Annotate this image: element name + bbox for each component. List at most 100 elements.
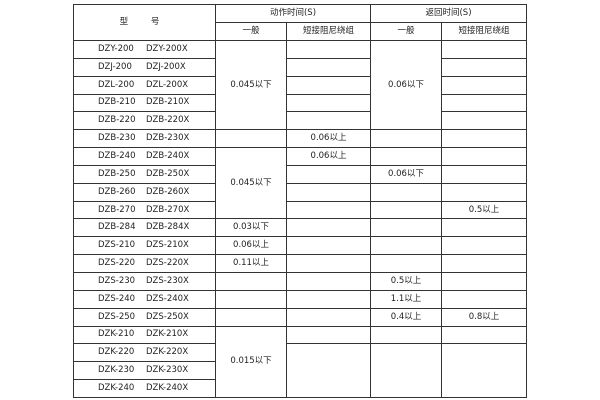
header-return-general: 一般 [370, 22, 442, 41]
empty-cell [370, 147, 442, 166]
empty-cell [286, 236, 371, 256]
model-cell: DZJ-200 DZJ-200X [73, 57, 216, 77]
model-cell: DZB-230 DZB-230X [73, 129, 216, 149]
model-name-x: DZB-230X [146, 133, 190, 144]
table-row: DZS-250 DZS-250X 0.4以上 0.8以上 [73, 307, 527, 327]
empty-cell [441, 254, 527, 273]
empty-cell [215, 289, 287, 309]
empty-cell [441, 289, 527, 309]
empty-cell [286, 57, 371, 77]
model-name: DZS-240 [98, 293, 136, 304]
value-cell: 0.06以上 [286, 129, 371, 149]
empty-cell [441, 218, 527, 238]
model-name: DZB-270 [98, 204, 136, 215]
model-name-x: DZS-250X [146, 311, 189, 322]
table-row: DZJ-200 DZJ-200X [73, 57, 527, 77]
table-row: DZS-220 DZS-220X 0.11以上 [73, 254, 527, 273]
model-name: DZK-230 [98, 365, 135, 376]
empty-cell [370, 236, 442, 256]
empty-cell [286, 40, 371, 59]
model-cell: DZY-200 DZY-200X [73, 40, 216, 59]
model-cell: DZB-270 DZB-270X [73, 200, 216, 220]
table-row: DZK-210 DZK-210X 0.015以下 [73, 325, 527, 398]
model-name: DZL-200 [98, 79, 135, 90]
value-cell: 0.06以下 [370, 39, 442, 131]
empty-cell [370, 129, 442, 149]
model-name-x: DZL-200X [146, 79, 189, 90]
table-row: DZY-200 DZY-200X 0.045以下 0.06以下 [73, 39, 527, 131]
empty-cell [286, 111, 371, 131]
empty-cell [441, 164, 527, 184]
model-cell: DZS-250 DZS-250X [73, 307, 216, 327]
empty-cell [370, 325, 442, 345]
value-cell: 0.015以下 [215, 325, 287, 398]
model-name: DZS-220 [98, 258, 136, 269]
empty-cell [441, 236, 527, 256]
model-name-x: DZB-220X [146, 115, 190, 126]
header-action-short: 短接阻尼绕组 [286, 22, 371, 41]
value-cell: 1.1以上 [370, 289, 442, 309]
value-cell: 0.8以上 [441, 307, 527, 327]
empty-cell [370, 200, 442, 220]
model-cell: DZK-210 DZK-210X [73, 325, 216, 345]
model-name: DZB-250 [98, 168, 136, 179]
table-row: DZL-200 DZL-200X [73, 75, 527, 95]
model-name: DZJ-200 [98, 61, 132, 72]
value-cell: 0.06以上 [286, 147, 371, 166]
value-cell: 0.06以下 [370, 164, 442, 184]
empty-cell [441, 182, 527, 202]
table-row: DZK-240 DZK-240X [73, 379, 527, 398]
empty-cell [370, 182, 442, 202]
model-name-x: DZB-210X [146, 97, 190, 108]
model-name-x: DZK-210X [146, 329, 189, 340]
table-row: DZB-270 DZB-270X 0.5以上 [73, 200, 527, 220]
header-action-general: 一般 [215, 22, 287, 41]
model-name: DZK-220 [98, 347, 135, 358]
empty-cell [441, 271, 527, 291]
empty-cell [286, 200, 371, 220]
model-cell: DZS-220 DZS-220X [73, 254, 216, 273]
empty-cell [441, 147, 527, 166]
model-name-x: DZK-220X [146, 347, 189, 358]
empty-cell [286, 289, 371, 309]
value-cell: 0.5以上 [441, 200, 527, 220]
model-name: DZB-210 [98, 97, 136, 108]
model-name: DZB-284 [98, 222, 136, 233]
model-name: DZS-230 [98, 275, 136, 286]
empty-cell [441, 75, 527, 95]
empty-cell [441, 325, 527, 345]
model-name-x: DZS-230X [146, 275, 189, 286]
relay-timing-table: 型 号 动作时间(S) 返回时间(S) 一般 短接阻尼绕组 一般 短接阻尼绕组 … [73, 4, 527, 398]
table-row: DZS-230 DZS-230X 0.5以上 [73, 271, 527, 291]
value-cell: 0.11以上 [215, 254, 287, 273]
model-name-x: DZK-230X [146, 365, 189, 376]
model-cell: DZB-284 DZB-284X [73, 218, 216, 238]
value-cell: 0.5以上 [370, 271, 442, 291]
model-cell: DZK-220 DZK-220X [73, 343, 216, 363]
model-cell: DZB-240 DZB-240X [73, 147, 216, 166]
model-name-x: DZJ-200X [146, 61, 186, 72]
empty-cell [441, 40, 527, 59]
empty-cell [370, 218, 442, 238]
model-name: DZS-210 [98, 240, 136, 251]
model-name: DZB-230 [98, 133, 136, 144]
empty-cell [215, 307, 287, 327]
empty-cell [370, 254, 442, 273]
model-name-x: DZS-220X [146, 258, 189, 269]
header-return-short: 短接阻尼绕组 [441, 22, 527, 41]
empty-cell [286, 325, 371, 345]
empty-cell [441, 93, 527, 113]
empty-cell [370, 343, 442, 398]
model-cell: DZB-260 DZB-260X [73, 182, 216, 202]
model-cell: DZL-200 DZL-200X [73, 75, 216, 95]
empty-cell [441, 57, 527, 77]
model-name-x: DZK-240X [146, 382, 189, 393]
model-name-x: DZB-284X [146, 222, 190, 233]
model-cell: DZB-210 DZB-210X [73, 93, 216, 113]
value-cell: 0.06以上 [215, 236, 287, 256]
empty-cell [441, 129, 527, 149]
model-name: DZB-220 [98, 115, 136, 126]
empty-cell [286, 343, 371, 398]
header-return-time: 返回时间(S) [370, 4, 527, 23]
empty-cell [286, 271, 371, 291]
